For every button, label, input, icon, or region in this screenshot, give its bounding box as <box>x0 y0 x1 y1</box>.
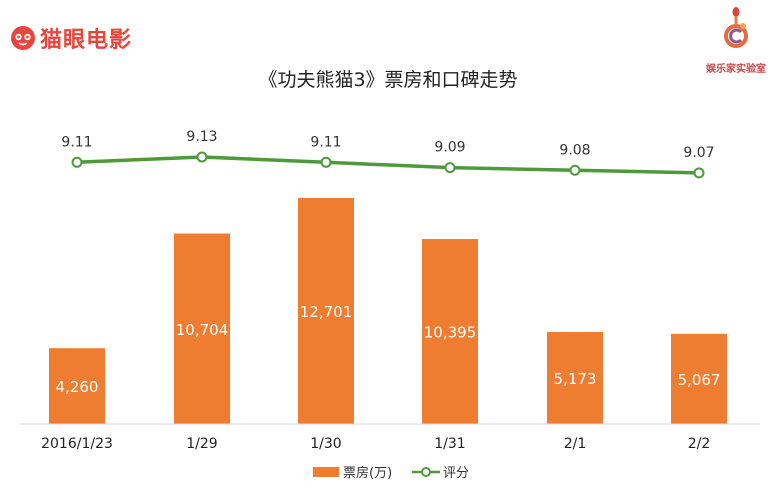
rating-line <box>76 155 700 175</box>
legend-swatch-box-office <box>313 467 339 477</box>
x-tick-label-4: 2/1 <box>564 436 587 452</box>
bar-0 <box>49 348 105 424</box>
x-tick-label-0: 2016/1/23 <box>41 436 113 452</box>
chart-title: 《功夫熊猫3》票房和口碑走势 <box>258 69 517 91</box>
bar-4 <box>547 331 603 424</box>
legend-label-rating: 评分 <box>443 466 469 481</box>
rating-label-1: 9.13 <box>186 129 217 145</box>
rating-label-4: 9.08 <box>559 142 590 158</box>
chart-legend: 票房(万) 评分 <box>313 465 469 481</box>
bar-label-1: 10,704 <box>176 321 229 339</box>
cat-eye-icon <box>11 26 35 50</box>
rating-point-5 <box>693 167 705 179</box>
legend-marker-rating <box>421 467 431 477</box>
x-tick-label-2: 1/30 <box>310 436 341 452</box>
x-tick-label-5: 2/2 <box>688 436 711 452</box>
bar-label-2: 12,701 <box>300 303 353 321</box>
rating-point-1 <box>196 151 208 163</box>
rating-label-2: 9.11 <box>310 134 341 150</box>
bar-3 <box>422 239 478 424</box>
legend-label-box-office: 票房(万) <box>343 465 392 481</box>
bar-1 <box>174 233 230 424</box>
rating-point-0 <box>71 156 83 168</box>
ent-lab-text: 娱乐家实验室 <box>706 64 766 75</box>
microphone-icon <box>724 7 748 48</box>
bar-label-5: 5,067 <box>678 371 721 389</box>
ent-lab-logo: 娱乐家实验室 <box>698 6 774 75</box>
bar-label-4: 5,173 <box>554 370 597 388</box>
bar-label-0: 4,260 <box>56 378 99 396</box>
rating-label-5: 9.07 <box>683 145 714 161</box>
rating-point-2 <box>320 156 332 168</box>
rating-point-3 <box>444 162 456 174</box>
bar-label-3: 10,395 <box>424 324 477 342</box>
x-tick-label-1: 1/29 <box>186 436 217 452</box>
rating-point-4 <box>569 164 581 176</box>
maoyan-logo: 猫眼电影 <box>10 22 132 54</box>
rating-label-0: 9.11 <box>61 134 92 150</box>
rating-label-3: 9.09 <box>434 140 465 156</box>
x-tick-label-3: 1/31 <box>434 436 465 452</box>
bar-5 <box>671 333 727 424</box>
maoyan-logo-text: 猫眼电影 <box>40 28 133 53</box>
bar-2 <box>298 198 354 424</box>
